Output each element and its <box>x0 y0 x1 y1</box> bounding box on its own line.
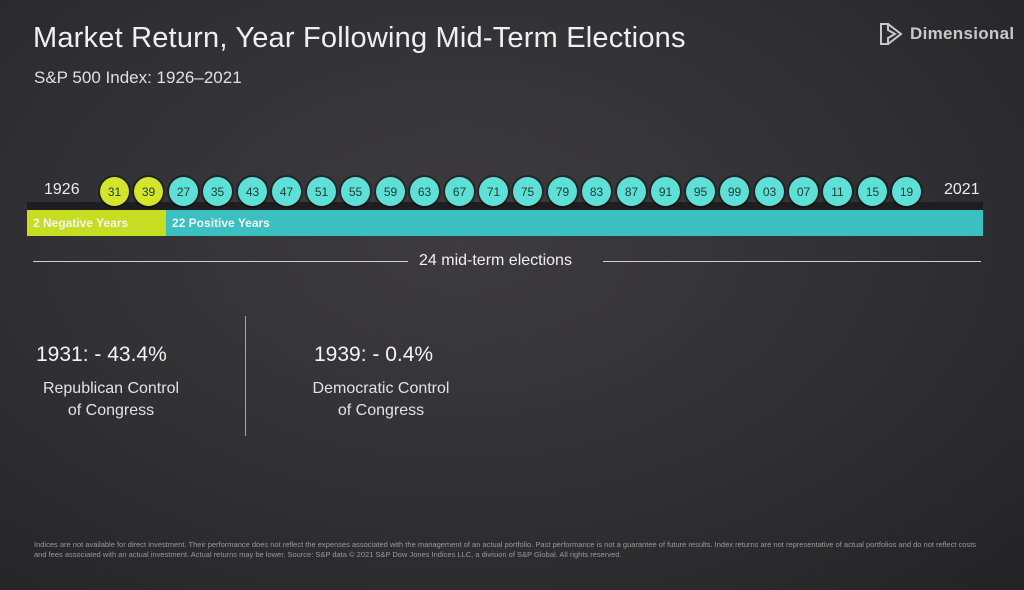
year-circle-59: 59 <box>376 177 405 206</box>
year-circle-19: 19 <box>892 177 921 206</box>
year-circle-03: 03 <box>755 177 784 206</box>
year-circle-79: 79 <box>548 177 577 206</box>
page-title: Market Return, Year Following Mid-Term E… <box>33 22 686 54</box>
year-circle-31: 31 <box>100 177 129 206</box>
year-circle-55: 55 <box>341 177 370 206</box>
timeline-shadow <box>27 202 983 210</box>
year-circle-47: 47 <box>272 177 301 206</box>
stat-1939-label-line1: Democratic Control <box>312 380 450 397</box>
stat-1931-label-line1: Republican Control <box>42 380 180 397</box>
stat-1939-value: 1939: - 0.4% <box>314 343 434 366</box>
logo-text: Dimensional <box>910 24 1015 43</box>
stat-1931-label: Republican Control of Congress <box>26 378 196 422</box>
divider-line-right <box>603 261 981 262</box>
year-circle-67: 67 <box>445 177 474 206</box>
year-circle-11: 11 <box>823 177 852 206</box>
year-circle-87: 87 <box>617 177 646 206</box>
year-circle-51: 51 <box>307 177 336 206</box>
year-circle-15: 15 <box>858 177 887 206</box>
year-circle-71: 71 <box>479 177 508 206</box>
year-circle-35: 35 <box>203 177 232 206</box>
year-circle-63: 63 <box>410 177 439 206</box>
stat-1931-value: 1931: - 43.4% <box>36 343 167 366</box>
footnote-disclaimer: Indices are not available for direct inv… <box>34 540 977 559</box>
year-circle-91: 91 <box>651 177 680 206</box>
year-circle-39: 39 <box>134 177 163 206</box>
timeline-start-label: 1926 <box>44 181 80 198</box>
positive-years-band: 22 Positive Years <box>166 210 983 236</box>
stat-1939-label: Democratic Control of Congress <box>296 378 466 422</box>
stat-1931-label-line2: of Congress <box>67 402 155 419</box>
year-circle-99: 99 <box>720 177 749 206</box>
divider-line-left <box>33 261 408 262</box>
stat-1939-label-line2: of Congress <box>337 402 425 419</box>
brand-logo: Dimensional <box>878 22 1014 46</box>
negative-years-band: 2 Negative Years <box>27 210 166 236</box>
year-circle-43: 43 <box>238 177 267 206</box>
year-circle-83: 83 <box>582 177 611 206</box>
timeline-end-label: 2021 <box>944 181 980 198</box>
total-elections-label: 24 mid-term elections <box>419 252 572 269</box>
year-circle-95: 95 <box>686 177 715 206</box>
year-circle-07: 07 <box>789 177 818 206</box>
year-circle-27: 27 <box>169 177 198 206</box>
page-subtitle: S&P 500 Index: 1926–2021 <box>34 68 242 87</box>
stats-divider <box>245 316 246 436</box>
dimensional-logo-icon <box>880 23 903 45</box>
year-circle-75: 75 <box>513 177 542 206</box>
